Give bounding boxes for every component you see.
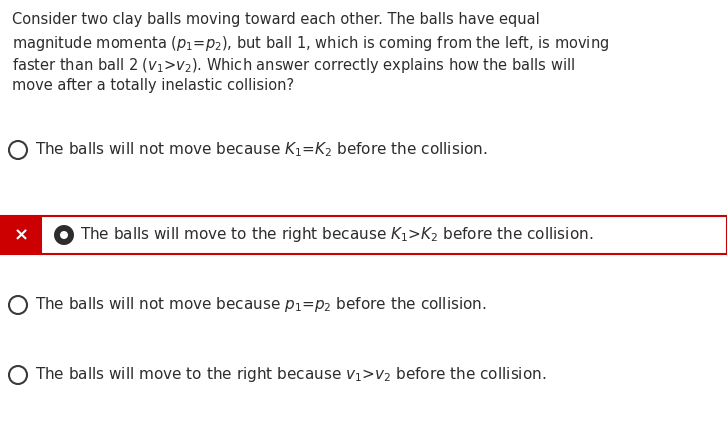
Text: faster than ball 2 ($v_1$>$v_2$). Which answer correctly explains how the balls : faster than ball 2 ($v_1$>$v_2$). Which … (12, 56, 575, 75)
Text: The balls will not move because $K_1$=$K_2$ before the collision.: The balls will not move because $K_1$=$K… (35, 141, 488, 160)
Circle shape (9, 296, 27, 314)
Text: magnitude momenta ($p_1$=$p_2$), but ball 1, which is coming from the left, is m: magnitude momenta ($p_1$=$p_2$), but bal… (12, 34, 609, 53)
Text: move after a totally inelastic collision?: move after a totally inelastic collision… (12, 78, 294, 93)
Text: The balls will move to the right because $K_1$>$K_2$ before the collision.: The balls will move to the right because… (80, 225, 593, 245)
Circle shape (9, 366, 27, 384)
Circle shape (54, 225, 74, 245)
FancyBboxPatch shape (0, 216, 42, 254)
Text: Consider two clay balls moving toward each other. The balls have equal: Consider two clay balls moving toward ea… (12, 12, 539, 27)
FancyBboxPatch shape (0, 216, 727, 254)
Text: The balls will move to the right because $v_1$>$v_2$ before the collision.: The balls will move to the right because… (35, 366, 547, 384)
Text: ×: × (13, 226, 28, 244)
Text: The balls will not move because $p_1$=$p_2$ before the collision.: The balls will not move because $p_1$=$p… (35, 295, 487, 314)
Circle shape (9, 141, 27, 159)
Circle shape (60, 231, 68, 239)
